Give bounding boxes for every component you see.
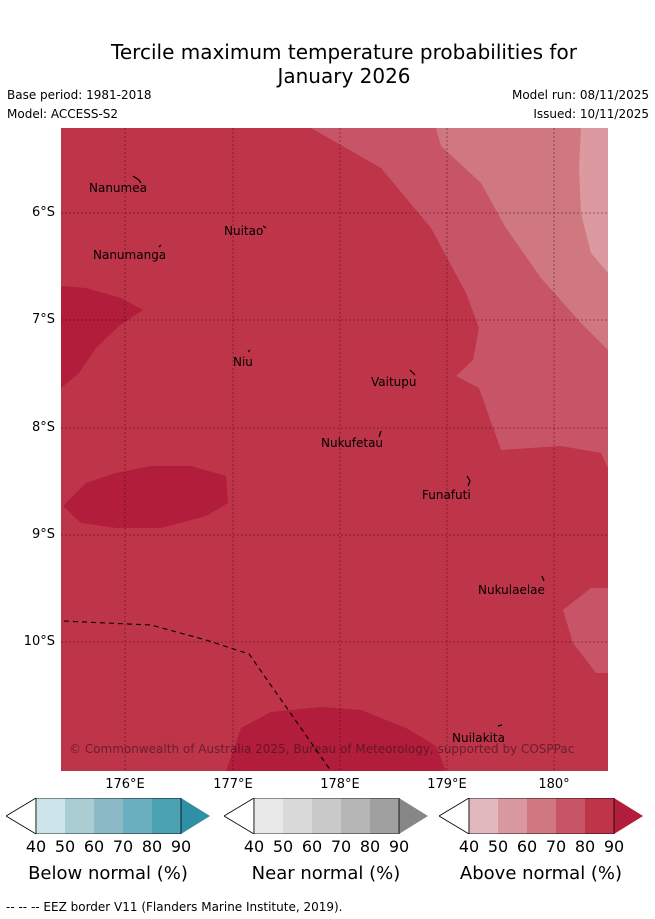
lon-label-176e: 176°E	[105, 777, 145, 792]
lat-label-9s: 9°S	[31, 527, 55, 542]
place-label-niu: Niu	[233, 355, 253, 369]
lon-label-180: 180°	[538, 777, 570, 792]
issued-date: Issued: 10/11/2025	[533, 107, 649, 121]
colorbar-above-low-extend	[439, 798, 470, 834]
island-nanumanga	[158, 244, 162, 248]
probability-map	[61, 128, 608, 771]
colorbar-above-tick: 40	[458, 837, 480, 856]
colorbar-above	[439, 798, 643, 834]
gridlines	[61, 128, 608, 771]
colorbar-near-tick: 40	[243, 837, 265, 856]
colorbar-near-tick: 90	[388, 837, 410, 856]
colorbar-near-tick: 50	[272, 837, 294, 856]
colorbar-near-tick: 60	[301, 837, 323, 856]
colorbar-below-tick: 90	[170, 837, 192, 856]
base-period: Base period: 1981-2018	[7, 88, 152, 102]
colorbar-above-tick: 60	[516, 837, 538, 856]
island-nukulaelae	[541, 575, 545, 582]
colorbar-near-title: Near normal (%)	[251, 863, 401, 884]
colorbar-above-swatch	[527, 798, 556, 834]
model-name: Model: ACCESS-S2	[7, 107, 119, 121]
place-label-nuilakita: Nuilakita	[452, 731, 505, 745]
colorbar-below-high-extend	[181, 798, 210, 834]
map-title: Tercile maximum temperature probabilitie…	[0, 40, 655, 88]
colorbar-above-tick: 90	[603, 837, 625, 856]
place-label-vaitupu: Vaitupu	[371, 375, 417, 389]
colorbar-above-swatch	[498, 798, 527, 834]
islands	[132, 175, 545, 727]
colorbar-below-swatch	[36, 798, 65, 834]
colorbar-above-tick: 70	[545, 837, 567, 856]
colorbar-above-outline	[468, 798, 615, 834]
colorbar-near-tick: 70	[330, 837, 352, 856]
lat-label-6s: 6°S	[31, 205, 55, 220]
zone-above-50	[579, 128, 608, 273]
colorbar-near-tick: 80	[359, 837, 381, 856]
place-label-nuitao: Nuitao	[224, 224, 264, 238]
lat-label-8s: 8°S	[31, 420, 55, 435]
place-label-nanumanga: Nanumanga	[93, 248, 167, 262]
lon-label-177e: 177°E	[213, 777, 253, 792]
colorbar-near-outline	[253, 798, 400, 834]
title-line-2: January 2026	[277, 64, 411, 88]
colorbar-below	[6, 798, 210, 834]
colorbar-above-title: Above normal (%)	[459, 863, 623, 884]
island-funafuti	[466, 475, 471, 487]
zone-above-60	[436, 128, 608, 350]
zone-above-90-central	[63, 466, 228, 528]
colorbar-below-tick: 80	[141, 837, 163, 856]
colorbar-below-tick: 50	[54, 837, 76, 856]
place-label-nanumea: Nanumea	[89, 181, 147, 195]
colorbar-below-swatch	[94, 798, 123, 834]
colorbar-above-swatch	[469, 798, 498, 834]
island-niu	[247, 349, 251, 353]
colorbar-below-outline	[35, 798, 182, 834]
zone-above-70-southeast	[563, 588, 608, 673]
colorbar-near-high-extend	[399, 798, 428, 834]
colorbar-below-tick: 70	[112, 837, 134, 856]
title-line-1: Tercile maximum temperature probabilitie…	[111, 40, 577, 64]
colorbar-below-swatch	[65, 798, 94, 834]
colorbar-above-tick: 80	[574, 837, 596, 856]
copyright-notice: © Commonwealth of Australia 2025, Bureau…	[69, 742, 575, 756]
island-nanumea	[132, 175, 142, 184]
colorbar-below-swatch	[123, 798, 152, 834]
colorbar-near-swatch	[283, 798, 312, 834]
eez-border-legend: -- -- -- EEZ border V11 (Flanders Marine…	[6, 900, 343, 914]
map-canvas	[61, 128, 608, 771]
lat-label-7s: 7°S	[31, 312, 55, 327]
colorbar-near-swatch	[312, 798, 341, 834]
zone-above-90-west	[61, 286, 143, 388]
zone-above-90-south	[226, 707, 446, 771]
place-label-nukulaelae: Nukulaelae	[478, 583, 545, 597]
colorbar-below-low-extend	[6, 798, 37, 834]
island-nuitao	[262, 225, 267, 229]
island-nukufetau	[378, 430, 382, 438]
colorbar-above-swatch	[556, 798, 585, 834]
lon-label-178e: 178°E	[320, 777, 360, 792]
colorbar-near-swatch	[254, 798, 283, 834]
island-vaitupu	[409, 369, 416, 376]
lat-label-10s: 10°S	[23, 634, 55, 649]
colorbar-near-swatch	[341, 798, 370, 834]
place-label-nukufetau: Nukufetau	[321, 436, 384, 450]
model-run: Model run: 08/11/2025	[511, 88, 649, 102]
colorbar-below-tick: 40	[25, 837, 47, 856]
colorbar-above-high-extend	[614, 798, 643, 834]
place-label-funafuti: Funafuti	[422, 488, 471, 502]
colorbar-near	[224, 798, 428, 834]
colorbar-below-title: Below normal (%)	[28, 863, 188, 884]
colorbar-below-swatch	[152, 798, 181, 834]
colorbar-below-tick: 60	[83, 837, 105, 856]
lon-label-179e: 179°E	[427, 777, 467, 792]
colorbar-above-tick: 50	[487, 837, 509, 856]
colorbar-near-swatch	[370, 798, 399, 834]
colorbar-above-swatch	[585, 798, 614, 834]
colorbar-near-low-extend	[224, 798, 255, 834]
island-nuilakita	[497, 724, 503, 727]
